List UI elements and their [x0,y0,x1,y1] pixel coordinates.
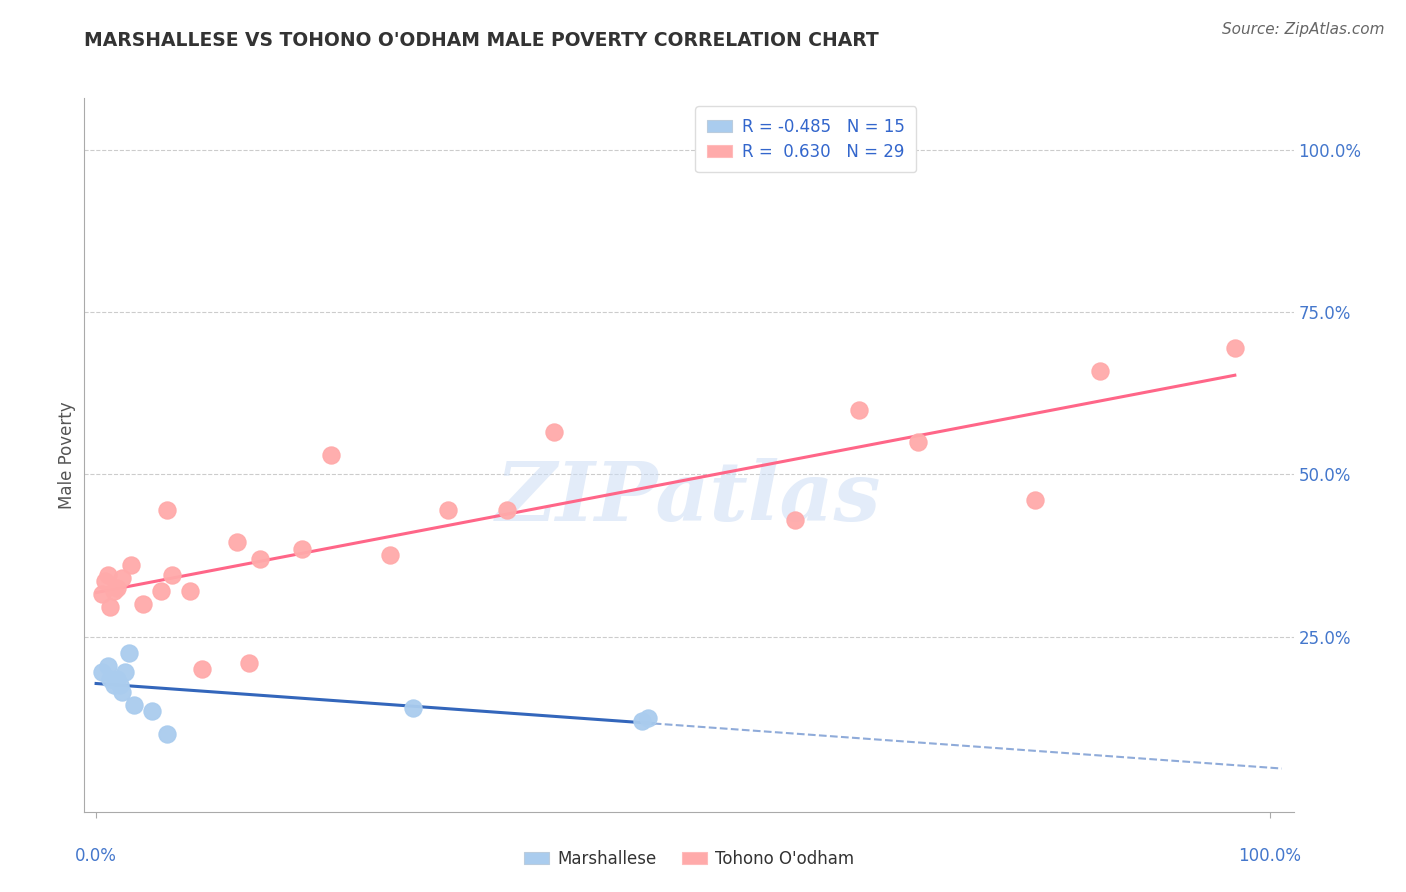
Point [543,425,565,440]
Point [103,678,125,692]
Point [378,549,401,563]
Point [155,503,177,517]
Point [141,704,163,718]
Point [120,558,142,573]
Point [637,711,659,725]
Point [162,568,184,582]
Point [496,503,519,517]
Point [105,581,128,595]
Point [111,684,134,698]
Point [122,698,145,712]
Text: ZIPatlas: ZIPatlas [496,458,882,538]
Point [238,656,260,670]
Point [1223,341,1246,355]
Point [132,597,155,611]
Point [103,584,125,599]
Point [631,714,654,728]
Point [98,600,121,615]
Point [118,646,141,660]
Point [155,727,177,741]
Point [848,402,870,417]
Text: 100.0%: 100.0% [1239,847,1302,865]
Point [783,513,806,527]
Point [226,535,249,549]
Point [91,665,114,680]
Point [290,541,312,556]
Point [402,701,425,715]
Point [437,503,460,517]
Point [149,584,172,599]
Legend: Marshallese, Tohono O'odham: Marshallese, Tohono O'odham [517,844,860,875]
Point [907,434,929,449]
Point [114,665,136,680]
Point [111,571,134,585]
Point [249,551,271,566]
Point [1088,363,1111,377]
Point [105,672,128,686]
Point [97,658,120,673]
Point [108,678,131,692]
Point [1024,493,1046,508]
Point [97,568,120,582]
Point [91,587,114,601]
Point [94,574,117,589]
Text: 0.0%: 0.0% [75,847,117,865]
Point [319,448,342,462]
Point [190,662,212,676]
Text: Source: ZipAtlas.com: Source: ZipAtlas.com [1222,22,1385,37]
Point [179,584,201,599]
Point [98,672,121,686]
Y-axis label: Male Poverty: Male Poverty [58,401,76,508]
Text: MARSHALLESE VS TOHONO O'ODHAM MALE POVERTY CORRELATION CHART: MARSHALLESE VS TOHONO O'ODHAM MALE POVER… [84,31,879,50]
